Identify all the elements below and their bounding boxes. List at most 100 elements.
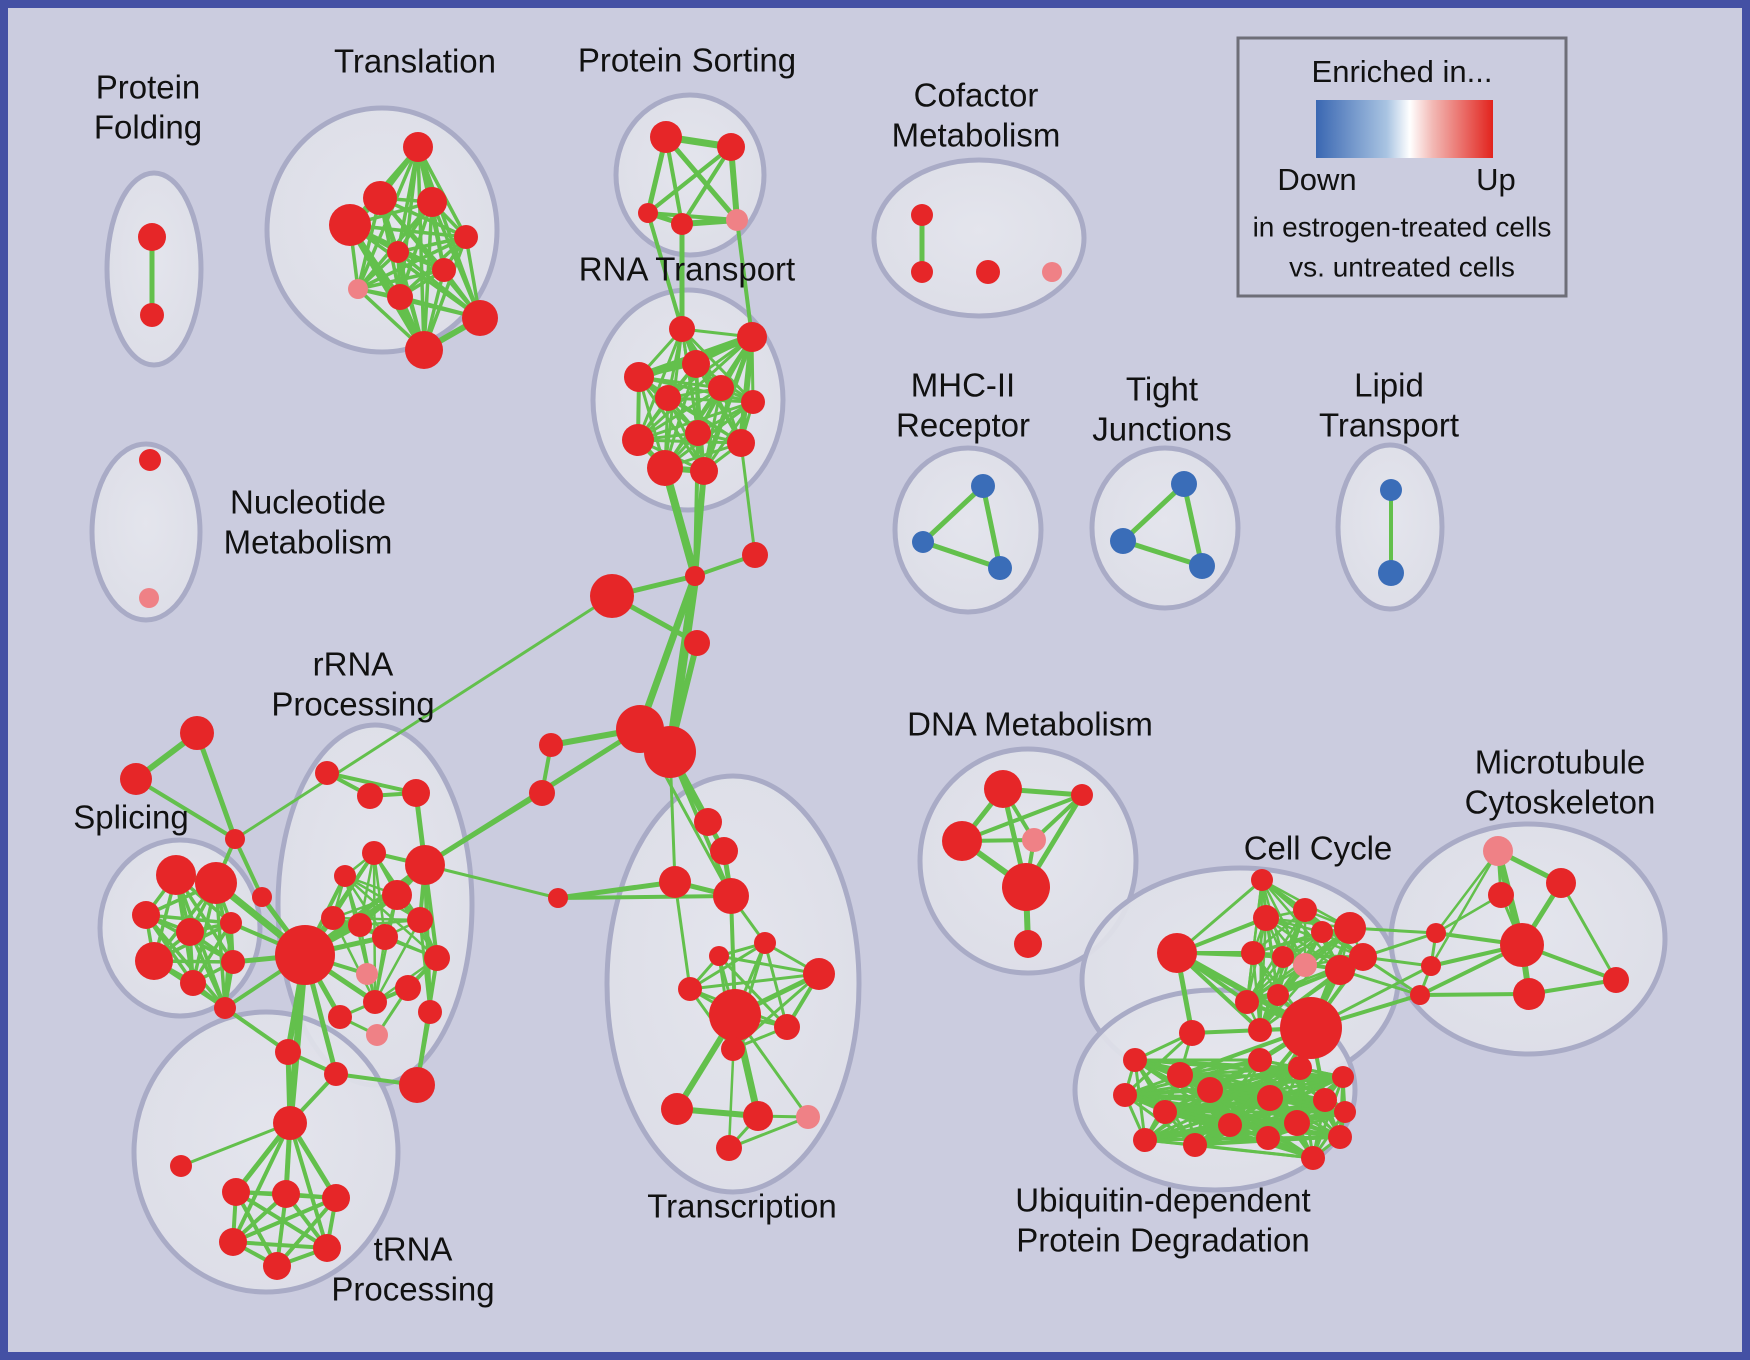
node-gene-set-124 bbox=[1483, 836, 1513, 866]
edge bbox=[637, 375, 755, 404]
edge bbox=[646, 211, 684, 331]
node-gene-set-147 bbox=[1197, 1077, 1223, 1103]
node-gene-set-2 bbox=[403, 132, 433, 162]
cluster-label-microtubule-cytoskeleton: Cytoskeleton bbox=[1465, 784, 1656, 821]
edge bbox=[1418, 992, 1531, 997]
node-gene-set-134 bbox=[1288, 1056, 1312, 1080]
node-gene-set-120 bbox=[1248, 1018, 1272, 1042]
node-gene-set-156 bbox=[644, 726, 696, 778]
node-gene-set-130 bbox=[1426, 923, 1446, 943]
edge bbox=[356, 268, 446, 291]
node-gene-set-76 bbox=[399, 1067, 435, 1103]
node-gene-set-65 bbox=[348, 913, 372, 937]
edge bbox=[422, 235, 468, 352]
node-gene-set-10 bbox=[387, 284, 413, 310]
edge bbox=[373, 918, 422, 1004]
node-gene-set-119 bbox=[1267, 984, 1289, 1006]
node-gene-set-94 bbox=[678, 977, 702, 1001]
edge bbox=[693, 431, 700, 578]
node-gene-set-74 bbox=[275, 1039, 301, 1065]
edge bbox=[666, 396, 755, 404]
node-gene-set-62 bbox=[405, 845, 445, 885]
edge bbox=[231, 1240, 329, 1250]
edge bbox=[735, 218, 754, 339]
node-gene-set-143 bbox=[1123, 1048, 1147, 1072]
node-gene-set-28 bbox=[647, 450, 683, 486]
node-gene-set-41 bbox=[1378, 560, 1404, 586]
node-gene-set-11 bbox=[462, 300, 498, 336]
node-gene-set-132 bbox=[1410, 985, 1430, 1005]
edge bbox=[920, 539, 1003, 571]
node-gene-set-36 bbox=[988, 556, 1012, 580]
cluster-label-mhc-ii-receptor: MHC-II bbox=[911, 367, 1015, 404]
legend-down-label: Down bbox=[1277, 162, 1356, 197]
node-gene-set-93 bbox=[803, 958, 835, 990]
node-gene-set-29 bbox=[690, 457, 718, 485]
node-gene-set-87 bbox=[694, 808, 722, 836]
cluster-label-protein-folding: Protein bbox=[96, 69, 201, 106]
node-gene-set-58 bbox=[357, 783, 383, 809]
node-gene-set-106 bbox=[1002, 863, 1050, 911]
edge bbox=[1208, 1088, 1315, 1160]
node-gene-set-72 bbox=[328, 1005, 352, 1029]
edge bbox=[637, 375, 706, 473]
edge bbox=[1434, 849, 1500, 935]
edge bbox=[636, 572, 699, 733]
edge bbox=[555, 879, 678, 901]
node-gene-set-63 bbox=[382, 880, 412, 910]
edge bbox=[663, 134, 740, 223]
edge bbox=[1251, 926, 1352, 955]
node-gene-set-68 bbox=[356, 963, 378, 985]
node-gene-set-18 bbox=[669, 316, 695, 342]
node-gene-set-140 bbox=[1256, 1126, 1280, 1150]
node-gene-set-158 bbox=[529, 780, 555, 806]
cluster-label-tight-junctions: Tight bbox=[1126, 371, 1198, 408]
node-gene-set-70 bbox=[424, 945, 450, 971]
edge bbox=[646, 145, 733, 215]
cluster-label-protein-folding: Folding bbox=[94, 109, 202, 146]
node-gene-set-110 bbox=[1253, 905, 1279, 931]
node-gene-set-78 bbox=[418, 1000, 442, 1024]
edge bbox=[1208, 1088, 1342, 1139]
node-gene-set-69 bbox=[395, 975, 421, 1001]
cluster-label-transcription: Transcription bbox=[647, 1188, 837, 1225]
node-gene-set-40 bbox=[1380, 479, 1402, 501]
node-gene-set-82 bbox=[272, 1180, 300, 1208]
node-gene-set-54 bbox=[120, 763, 152, 795]
node-gene-set-15 bbox=[638, 203, 658, 223]
edge bbox=[1429, 849, 1500, 968]
node-gene-set-79 bbox=[273, 1106, 307, 1140]
edge bbox=[661, 464, 699, 580]
cluster-label-cell-cycle: Cell Cycle bbox=[1244, 830, 1393, 867]
node-gene-set-98 bbox=[661, 1093, 693, 1125]
edge bbox=[423, 863, 432, 1014]
node-gene-set-90 bbox=[713, 878, 749, 914]
node-gene-set-80 bbox=[170, 1155, 192, 1177]
cluster-label-ubiquitin-degradation: Protein Degradation bbox=[1016, 1222, 1310, 1259]
node-gene-set-75 bbox=[324, 1062, 348, 1086]
edge bbox=[701, 334, 755, 474]
cluster-label-nucleotide-metabolism: Metabolism bbox=[224, 524, 393, 561]
node-gene-set-7 bbox=[387, 241, 409, 263]
node-gene-set-153 bbox=[590, 574, 634, 618]
cluster-label-trna-processing: tRNA bbox=[374, 1231, 453, 1268]
node-gene-set-3 bbox=[363, 181, 397, 215]
edge bbox=[1123, 1031, 1194, 1097]
node-gene-set-114 bbox=[1241, 941, 1265, 965]
node-gene-set-102 bbox=[984, 770, 1022, 808]
edge bbox=[1228, 1123, 1342, 1139]
node-gene-set-8 bbox=[432, 258, 456, 282]
node-gene-set-34 bbox=[971, 474, 995, 498]
node-gene-set-131 bbox=[1421, 956, 1441, 976]
edge bbox=[1559, 881, 1618, 982]
edge bbox=[1143, 1088, 1212, 1142]
node-gene-set-44 bbox=[156, 855, 196, 895]
edge bbox=[1143, 1123, 1232, 1142]
node-gene-set-117 bbox=[1325, 955, 1355, 985]
node-gene-set-122 bbox=[1349, 943, 1377, 971]
legend-caption-line2: vs. untreated cells bbox=[1289, 251, 1515, 282]
node-gene-set-55 bbox=[225, 829, 245, 849]
node-gene-set-32 bbox=[976, 260, 1000, 284]
node-gene-set-157 bbox=[539, 733, 563, 757]
